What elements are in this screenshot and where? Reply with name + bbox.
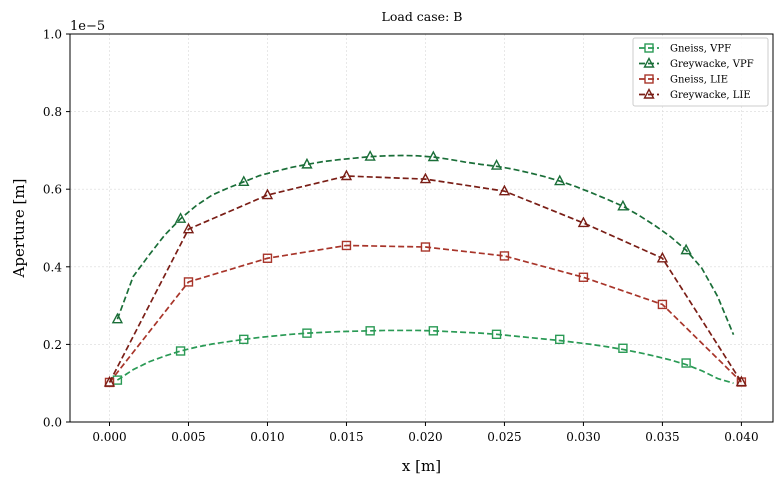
data-point (262, 253, 273, 263)
series-1 (111, 150, 735, 336)
data-point (555, 334, 565, 345)
y-tick-label: 0.8 (43, 105, 62, 119)
data-point (490, 159, 503, 170)
y-tick-label: 1.0 (43, 28, 62, 42)
data-point (182, 222, 195, 234)
y-axis: 0.0 0.2 0.4 0.6 0.8 1.0 (43, 28, 70, 430)
x-tick-label: 0.020 (408, 430, 442, 444)
x-tick-label: 0.015 (329, 430, 363, 444)
data-point (578, 272, 589, 282)
y-axis-offset-label: 1e−5 (70, 19, 105, 34)
legend-label: Gneiss, LIE (670, 75, 728, 86)
data-point (554, 174, 566, 186)
series-0 (112, 326, 734, 385)
legend-label: Gneiss, VPF (670, 44, 731, 55)
data-point (183, 277, 194, 287)
data-point (364, 150, 376, 161)
data-point (681, 358, 691, 368)
data-point (656, 251, 669, 263)
y-tick-label: 0.4 (43, 260, 62, 274)
y-tick-label: 0.2 (43, 338, 62, 352)
data-point (499, 251, 510, 261)
x-tick-label: 0.035 (645, 430, 679, 444)
data-point (239, 334, 249, 345)
data-point (341, 240, 352, 251)
plot-frame (69, 33, 774, 423)
legend-item: Greywacke, LIE (639, 88, 751, 101)
legend-item: Gneiss, VPF (639, 43, 731, 55)
data-point (618, 343, 628, 353)
data-point (428, 326, 439, 336)
series-line (116, 154, 735, 336)
legend-swatch-marker (643, 57, 655, 68)
data-point (174, 212, 187, 223)
x-tick-label: 0.005 (171, 430, 205, 444)
x-axis: 0.000 0.005 0.010 0.015 0.020 0.025 0.030 0.035… (92, 422, 759, 444)
data-point (103, 375, 116, 387)
data-point (261, 188, 274, 200)
series-line (108, 175, 743, 383)
data-point (111, 312, 124, 324)
series-layer (103, 150, 748, 388)
series-3 (103, 169, 748, 387)
data-point (735, 375, 748, 387)
data-point (577, 216, 590, 228)
data-point (175, 346, 186, 356)
data-point (617, 199, 629, 211)
data-point (302, 328, 312, 338)
series-line (116, 329, 734, 385)
data-point (680, 243, 692, 255)
data-point (301, 157, 313, 169)
data-point (340, 169, 353, 181)
data-point (420, 242, 431, 252)
x-tick-label: 0.000 (92, 430, 126, 444)
x-axis-label: x [m] (402, 457, 441, 475)
data-point (657, 299, 668, 310)
data-point (491, 329, 502, 340)
legend-swatch-marker (643, 88, 655, 99)
x-tick-label: 0.025 (487, 430, 521, 444)
chart-title: Load case: B (382, 9, 463, 24)
legend-box (632, 37, 769, 107)
y-axis-label: Aperture [m] (10, 179, 28, 279)
data-point (498, 184, 511, 196)
legend-item: Gneiss, LIE (639, 74, 728, 86)
legend-label: Greywacke, VPF (670, 59, 754, 70)
x-tick-label: 0.030 (566, 430, 600, 444)
y-tick-label: 0.0 (43, 416, 62, 430)
legend-swatch-marker (644, 74, 654, 84)
data-point (427, 150, 440, 162)
legend: Gneiss, VPF Greywacke, VPF Gneiss, LIE Grey… (632, 37, 769, 107)
legend-label: Greywacke, LIE (670, 90, 751, 101)
data-point (419, 172, 432, 184)
legend-swatch-marker (644, 43, 654, 53)
x-tick-label: 0.010 (250, 430, 284, 444)
series-line (108, 244, 742, 383)
y-tick-label: 0.6 (43, 183, 62, 197)
data-point (238, 175, 250, 187)
legend-item: Greywacke, VPF (639, 57, 754, 70)
x-tick-label: 0.040 (724, 430, 758, 444)
data-point (365, 326, 375, 336)
